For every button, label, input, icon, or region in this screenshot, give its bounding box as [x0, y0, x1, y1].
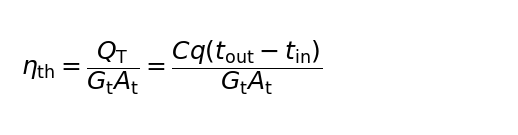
Text: $\eta_{\mathrm{th}} = \dfrac{Q_{\mathrm{T}}}{G_{\mathrm{t}}A_{\mathrm{t}}} = \df: $\eta_{\mathrm{th}} = \dfrac{Q_{\mathrm{… — [21, 38, 323, 97]
